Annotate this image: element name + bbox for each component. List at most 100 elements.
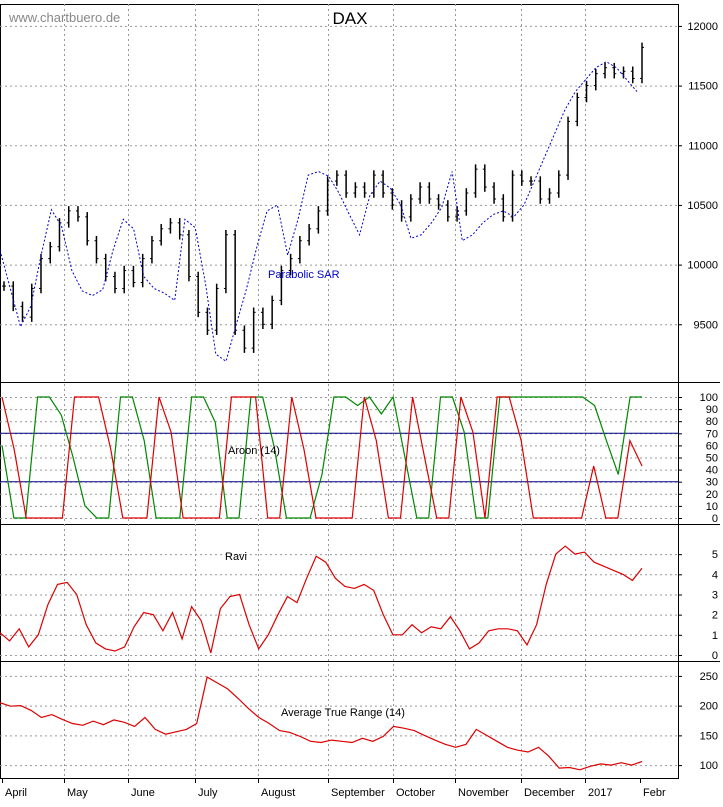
x-tick-label: October (396, 787, 435, 799)
price-bar (418, 182, 423, 204)
x-tick-label: 2017 (588, 787, 612, 799)
x-tick-label: August (261, 787, 295, 799)
price-bar (529, 176, 534, 186)
price-bar (48, 241, 53, 264)
y-tick-label: 12000 (687, 21, 718, 33)
price-bar (603, 62, 608, 79)
price-bar (612, 62, 617, 79)
chart-title: DAX (333, 9, 368, 28)
y-tick-label: 30 (706, 477, 718, 489)
y-tick-label: 70 (706, 428, 718, 440)
price-bar (149, 235, 154, 264)
price-bar (408, 194, 413, 222)
price-bar (427, 182, 432, 204)
price-bar (381, 170, 386, 198)
price-bar (177, 218, 182, 240)
price-bar (316, 206, 321, 234)
price-bar (196, 271, 201, 318)
price-bar (436, 194, 441, 210)
price-bar (11, 281, 16, 312)
x-tick-label: December (524, 787, 575, 799)
aroon-annotation: Aroon (14) (228, 445, 280, 457)
chart-frame (0, 4, 720, 779)
price-bar (112, 271, 117, 294)
price-bar (353, 182, 358, 198)
price-bar (492, 182, 497, 204)
price-bar (94, 235, 99, 264)
price-bar (270, 295, 275, 330)
y-tick-label: 4 (712, 569, 718, 581)
price-bar (464, 188, 469, 216)
y-tick-labels: 1200011500110001050010000950010090807060… (678, 21, 718, 772)
y-tick-label: 11500 (688, 81, 718, 93)
atr-line (0, 676, 643, 771)
price-bar (205, 307, 210, 336)
y-tick-label: 250 (700, 671, 718, 683)
price-bar (390, 188, 395, 210)
price-bar (510, 170, 515, 222)
price-bar (38, 253, 43, 294)
price-bar (584, 80, 589, 103)
price-bar (75, 206, 80, 222)
price-bar (593, 68, 598, 91)
y-tick-label: 0 (712, 650, 718, 662)
y-tick-label: 0 (712, 513, 718, 525)
y-tick-label: 11000 (688, 140, 718, 152)
price-bar (288, 253, 293, 276)
sar-annotation: Parabolic SAR (268, 269, 340, 281)
y-tick-label: 60 (706, 440, 718, 452)
y-tick-label: 10500 (687, 200, 718, 212)
price-bar (20, 301, 25, 322)
price-bar (519, 170, 524, 186)
x-tick-label: June (131, 787, 155, 799)
price-bar (307, 224, 312, 246)
price-bar (371, 170, 376, 198)
atr-annotation: Average True Range (14) (281, 707, 405, 719)
x-tick-label: November (458, 787, 509, 799)
y-tick-label: 150 (700, 730, 718, 742)
price-bar (640, 42, 644, 84)
y-tick-label: 3 (712, 589, 718, 601)
price-bar (260, 307, 265, 330)
y-tick-label: 100 (700, 392, 718, 404)
price-bar (547, 188, 552, 204)
ravi-annotation: Ravi (225, 551, 247, 563)
x-axis-labels: April May June July August September October No… (2, 778, 666, 799)
price-bar (214, 283, 219, 336)
price-bar (122, 265, 127, 294)
price-bar (473, 164, 478, 198)
x-tick-label: April (5, 787, 27, 799)
y-tick-label: 1 (712, 630, 718, 642)
x-tick-label: September (331, 787, 385, 799)
price-bar (85, 212, 90, 246)
x-tick-label: Febr (643, 787, 666, 799)
price-bar (223, 229, 228, 294)
price-bar (344, 170, 349, 198)
aroon-down-line (1, 396, 643, 519)
price-bar (399, 200, 404, 222)
series-layer (0, 42, 644, 771)
price-bar (566, 116, 571, 180)
y-tick-label: 20 (706, 489, 718, 501)
price-bar (621, 66, 626, 79)
price-bar (630, 66, 635, 84)
price-bar (297, 235, 302, 264)
price-bar (233, 229, 238, 336)
outer-frame (0, 4, 679, 779)
aroon-up-line (1, 395, 642, 519)
price-bar (159, 224, 164, 246)
price-bar (2, 281, 6, 291)
price-bar (501, 194, 506, 222)
price-bar (279, 265, 284, 306)
price-bar (186, 229, 191, 282)
price-bar (362, 182, 367, 198)
price-bar (242, 325, 247, 353)
price-bar (538, 176, 543, 204)
y-tick-label: 10000 (687, 260, 718, 272)
watermark: www.chartbuero.de (8, 10, 120, 25)
aroon-threshold-lines (0, 432, 678, 483)
parabolic-sar-line (0, 61, 638, 363)
price-bar (556, 170, 561, 198)
price-bar (251, 307, 256, 353)
